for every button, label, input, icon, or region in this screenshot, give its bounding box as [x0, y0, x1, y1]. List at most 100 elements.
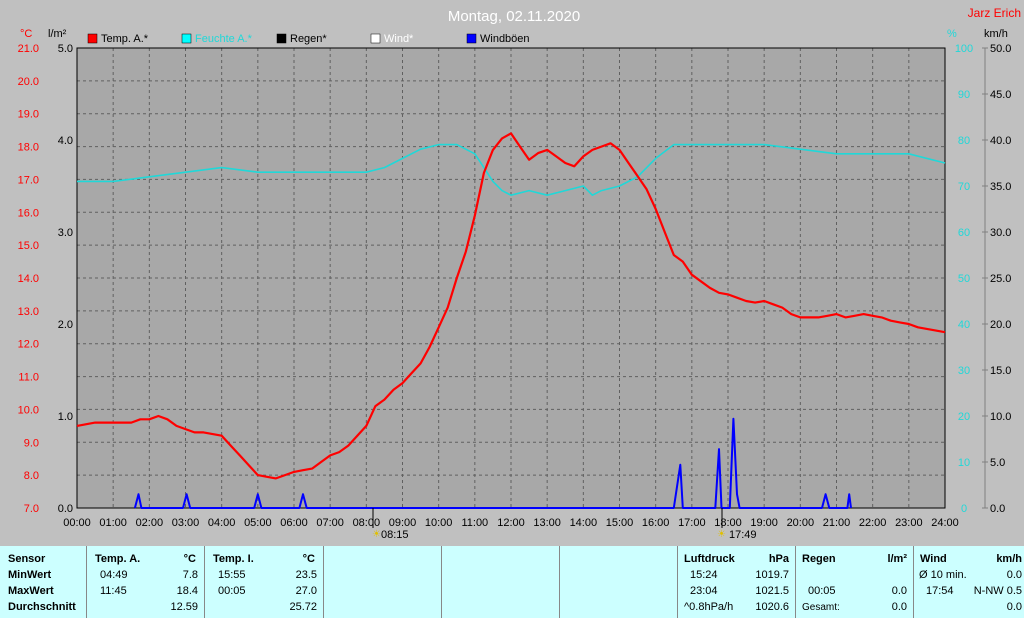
row-avg-label: Durchschnitt: [8, 601, 76, 613]
x-tick-label: 11:00: [461, 517, 488, 529]
rain-tick-label: 0.0: [58, 503, 73, 515]
wind-avg-val: 0.0: [1006, 569, 1022, 581]
col-temp-i: Temp. I. °C 15:55 23.5 00:05 27.0 25.72: [205, 546, 324, 618]
x-tick-label: 18:00: [714, 517, 742, 529]
rain-unit: l/m²: [887, 553, 907, 565]
x-tick-label: 09:00: [389, 517, 417, 529]
temp-tick-label: 17.0: [18, 174, 39, 186]
x-tick-label: 22:00: [859, 517, 887, 529]
temp-i-header: Temp. I.: [213, 553, 254, 565]
temp-i-unit: °C: [302, 553, 315, 565]
series-line-wind: [133, 417, 852, 509]
rain-tick-label: 3.0: [58, 227, 73, 239]
temp-a-header: Temp. A.: [95, 553, 141, 565]
wind-tick-label: 10.0: [990, 411, 1011, 423]
wind-tick-label: 25.0: [990, 273, 1011, 285]
pressure-avg: 1020.6: [755, 601, 789, 613]
col-empty-1: [324, 546, 442, 618]
temp-i-avg: 25.72: [289, 601, 317, 613]
pressure-max-time: 23:04: [690, 585, 718, 597]
x-tick-label: 20:00: [787, 517, 815, 529]
unit-humidity: %: [947, 28, 957, 40]
x-tick-label: 12:00: [497, 517, 525, 529]
author-label: Jarz Erich: [968, 6, 1021, 20]
chart-title: Montag, 02.11.2020: [448, 8, 580, 25]
sunrise-time: 08:15: [381, 529, 409, 541]
temp-tick-label: 8.0: [24, 470, 39, 482]
legend-swatch: [87, 33, 98, 44]
temp-a-max-time: 11:45: [100, 585, 127, 597]
unit-rain: l/m²: [48, 28, 67, 40]
series-line-humidity: [77, 143, 946, 196]
x-tick-label: 04:00: [208, 517, 236, 529]
wind-last: 0.0: [1006, 601, 1022, 613]
x-tick-label: 06:00: [280, 517, 308, 529]
pressure-trend: ^0.8hPa/h: [684, 601, 734, 613]
rain-total-label: Gesamt:: [802, 602, 840, 613]
temp-tick-label: 11.0: [18, 372, 39, 384]
pressure-min-val: 1019.7: [755, 569, 789, 581]
rain-header: Regen: [802, 553, 836, 565]
pressure-header: Luftdruck: [684, 553, 735, 565]
pressure-unit: hPa: [768, 553, 789, 565]
x-tick-label: 08:00: [353, 517, 381, 529]
temp-tick-label: 21.0: [18, 43, 39, 55]
sunset-marker: ☀ 17:49: [717, 508, 757, 541]
series-group: [76, 132, 946, 509]
legend-swatch: [181, 33, 192, 44]
x-tick-label: 21:00: [823, 517, 851, 529]
wind-tick-label: 5.0: [990, 457, 1005, 469]
x-tick-label: 01:00: [99, 517, 127, 529]
x-tick-label: 00:00: [63, 517, 91, 529]
wind-tick-label: 50.0: [990, 43, 1011, 55]
temp-i-min-val: 23.5: [295, 569, 317, 581]
wind-tick-label: 45.0: [990, 89, 1011, 101]
humidity-tick-label: 20: [958, 411, 970, 423]
x-tick-label: 14:00: [570, 517, 598, 529]
pressure-min-time: 15:24: [690, 569, 718, 581]
legend-label: Temp. A.*: [101, 33, 149, 45]
series-line-temp: [76, 132, 946, 480]
col-empty-3: [560, 546, 678, 618]
temp-tick-label: 14.0: [18, 273, 39, 285]
temp-tick-label: 10.0: [18, 404, 39, 416]
wind-unit: km/h: [996, 553, 1022, 565]
humidity-tick-label: 60: [958, 227, 970, 239]
rain-tick-label: 2.0: [58, 319, 73, 331]
unit-wind: km/h: [984, 28, 1008, 40]
rain-tick-label: 1.0: [58, 411, 73, 423]
temp-tick-label: 12.0: [18, 339, 39, 351]
wind-avg-label: Ø 10 min.: [919, 569, 967, 581]
temp-a-unit: °C: [183, 553, 196, 565]
rain-max-val: 0.0: [891, 585, 907, 597]
grid: [77, 48, 945, 508]
legend: Temp. A.* Feuchte A.* Regen* Wind* Windböen: [87, 33, 530, 45]
moon-icon: ☀: [717, 529, 726, 540]
wind-tick-label: 35.0: [990, 181, 1011, 193]
wind-max-time: 17:54: [926, 585, 954, 597]
wind-tick-label: 20.0: [990, 319, 1011, 331]
pressure-max-val: 1021.5: [755, 585, 789, 597]
temp-tick-label: 15.0: [18, 240, 39, 252]
legend-label: Feuchte A.*: [195, 33, 253, 45]
temp-a-max-val: 18.4: [176, 585, 198, 597]
humidity-tick-label: 70: [958, 181, 970, 193]
legend-swatch: [276, 33, 287, 44]
legend-label: Regen*: [290, 33, 327, 45]
temp-a-min-time: 04:49: [100, 569, 128, 581]
x-tick-label: 03:00: [172, 517, 200, 529]
chart: 00:00 01:00 02:00 03:00 04:00 05:00 06:00 07:00…: [18, 6, 1021, 541]
humidity-tick-label: 30: [958, 365, 970, 377]
wind-header: Wind: [920, 553, 947, 565]
humidity-tick-label: 50: [958, 273, 970, 285]
rain-tick-label: 5.0: [58, 43, 73, 55]
wind-tick-label: 30.0: [990, 227, 1011, 239]
col-empty-2: [442, 546, 560, 618]
legend-label: Wind*: [384, 33, 414, 45]
x-tick-label: 10:00: [425, 517, 453, 529]
legend-swatch: [370, 33, 381, 44]
legend-label: Windböen: [480, 33, 530, 45]
rain-max-time: 00:05: [808, 585, 836, 597]
col-pressure: Luftdruck hPa 15:24 1019.7 23:04 1021.5 …: [678, 546, 796, 618]
legend-swatch: [466, 33, 477, 44]
